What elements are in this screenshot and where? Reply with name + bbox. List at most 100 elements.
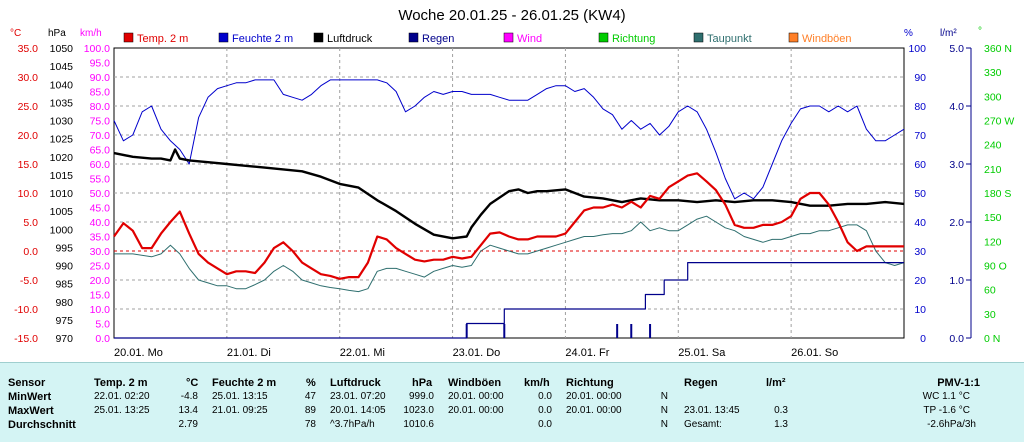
- tick-direction: 360 N: [984, 43, 1012, 55]
- legend-swatch: [598, 32, 609, 43]
- tick-humidity: 50: [914, 188, 926, 200]
- tick-humidity: 80: [914, 101, 926, 113]
- temp-avg-value: 2.79: [178, 419, 198, 430]
- tick-rain: 4.0: [949, 101, 964, 113]
- hum-max-value: 89: [304, 405, 316, 416]
- unit-pressure: hPa: [48, 28, 66, 39]
- tick-rain: 3.0: [949, 159, 964, 171]
- series-line: [113, 79, 905, 200]
- chart-title: Woche 20.01.25 - 26.01.25 (KW4): [398, 7, 625, 24]
- hdr-pressure: Luftdruck: [330, 377, 381, 389]
- tick-wind: 5.0: [95, 319, 110, 331]
- gust-max-time: 20.01. 00:00: [448, 405, 504, 416]
- hdr-humidity-unit: %: [306, 377, 316, 389]
- legend-label: Taupunkt: [707, 33, 752, 45]
- hdr-direction: Richtung: [566, 377, 614, 389]
- tick-wind: 85.0: [90, 87, 111, 99]
- tick-wind: 45.0: [90, 203, 111, 215]
- tick-temp: 20.0: [18, 130, 39, 142]
- row-avg: Durchschnitt: [8, 419, 76, 431]
- unit-direction: °: [978, 26, 982, 37]
- pmv-pressure-trend: -2.6hPa/3h: [927, 419, 976, 430]
- unit-rain: l/m²: [940, 28, 957, 39]
- tick-x: 20.01. Mo: [114, 347, 163, 359]
- hdr-pressure-unit: hPa: [412, 377, 433, 389]
- gust-min-value: 0.0: [538, 391, 552, 402]
- unit-humidity: %: [904, 28, 913, 39]
- temp-max-value: 13.4: [178, 405, 198, 416]
- series-line: [113, 172, 904, 280]
- temp-min-time: 22.01. 02:20: [94, 391, 150, 402]
- tick-wind: 65.0: [90, 145, 111, 157]
- legend-swatch: [313, 32, 324, 43]
- tick-direction: 180 S: [984, 188, 1011, 200]
- tick-humidity: 90: [914, 72, 926, 84]
- tick-pressure: 1030: [50, 116, 74, 128]
- tick-wind: 90.0: [90, 72, 111, 84]
- legend-label: Wind: [517, 33, 542, 45]
- tick-temp: 30.0: [18, 72, 39, 84]
- hum-max-time: 21.01. 09:25: [212, 405, 268, 416]
- hdr-temp-unit: °C: [186, 377, 199, 389]
- rain-max-value: 0.3: [774, 405, 788, 416]
- tick-rain: 0.0: [949, 333, 964, 345]
- series-line: [114, 215, 905, 293]
- hdr-gusts-unit: km/h: [524, 377, 550, 389]
- tick-wind: 25.0: [90, 261, 111, 273]
- tick-x: 25.01. Sa: [678, 347, 726, 359]
- tick-wind: 80.0: [90, 101, 111, 113]
- hdr-pmv: PMV-1:1: [937, 377, 980, 389]
- tick-temp: -5.0: [20, 275, 38, 287]
- press-min-value: 999.0: [408, 391, 434, 402]
- tick-pressure: 1005: [50, 206, 74, 218]
- tick-pressure: 1040: [50, 79, 74, 91]
- weather-chart: Woche 20.01.25 - 26.01.25 (KW4) Temp. 2 …: [10, 7, 1014, 359]
- legend-label: Temp. 2 m: [137, 33, 188, 45]
- tick-pressure: 1025: [50, 134, 74, 146]
- gust-min-time: 20.01. 00:00: [448, 391, 504, 402]
- tick-wind: 55.0: [90, 174, 111, 186]
- tick-pressure: 1010: [50, 188, 74, 200]
- rain-total-value: 1.3: [774, 419, 788, 430]
- tick-temp: 5.0: [23, 217, 38, 229]
- hdr-sensor: Sensor: [8, 377, 46, 389]
- tick-x: 24.01. Fr: [565, 347, 609, 359]
- tick-pressure: 1020: [50, 152, 74, 164]
- tick-x: 21.01. Di: [227, 347, 271, 359]
- hum-avg-value: 78: [304, 419, 316, 430]
- series-layer: [113, 79, 905, 339]
- press-avg-value: 1010.6: [403, 419, 434, 430]
- tick-direction: 330: [984, 67, 1002, 79]
- legend-swatch: [503, 32, 514, 43]
- unit-wind: km/h: [80, 28, 102, 39]
- legend-swatch: [123, 32, 134, 43]
- tick-temp: 15.0: [18, 159, 39, 171]
- hdr-temp: Temp. 2 m: [94, 377, 148, 389]
- legend: Temp. 2 m Feuchte 2 m Luftdruck Regen Wind Ri…: [123, 32, 852, 45]
- tick-humidity: 40: [914, 217, 926, 229]
- tick-humidity: 70: [914, 130, 926, 142]
- tick-rain: 1.0: [949, 275, 964, 287]
- tick-humidity: 20: [914, 275, 926, 287]
- tick-direction: 120: [984, 236, 1002, 248]
- tick-humidity: 0: [920, 333, 926, 345]
- tick-humidity: 30: [914, 246, 926, 258]
- tick-wind: 15.0: [90, 290, 111, 302]
- dir-max-time: 20.01. 00:00: [566, 405, 622, 416]
- tick-pressure: 1050: [50, 43, 74, 55]
- hum-min-time: 25.01. 13:15: [212, 391, 268, 402]
- gust-avg-value: 0.0: [538, 419, 552, 430]
- legend-label: Windböen: [802, 33, 852, 45]
- tick-direction: 300: [984, 91, 1002, 103]
- tick-humidity: 10: [914, 304, 926, 316]
- tick-wind: 20.0: [90, 275, 111, 287]
- hdr-gusts: Windböen: [448, 377, 502, 389]
- tick-direction: 210: [984, 164, 1002, 176]
- legend-swatch: [408, 32, 419, 43]
- tick-pressure: 1045: [50, 61, 74, 73]
- tick-pressure: 985: [55, 279, 73, 291]
- tick-wind: 100.0: [84, 43, 110, 55]
- press-min-time: 23.01. 07:20: [330, 391, 386, 402]
- temp-min-value: -4.8: [180, 391, 198, 402]
- legend-label: Richtung: [612, 33, 655, 45]
